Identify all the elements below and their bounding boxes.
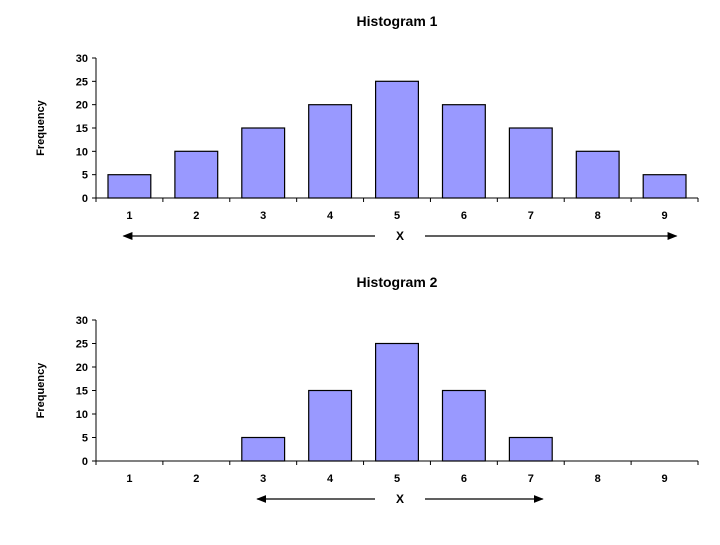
y-tick-label: 20 (76, 362, 88, 374)
y-tick-label: 10 (76, 146, 88, 158)
histogram-1: Histogram 1 Frequency 0 5 10 15 20 25 30 1 2 3 4 5 6 7 8… (35, 13, 699, 243)
x-tick-label: 8 (595, 210, 601, 222)
x-tick-label: 2 (193, 473, 199, 485)
x-tick-label: 4 (327, 210, 334, 222)
bar-3 (241, 436, 286, 462)
x-tick-label: 8 (595, 473, 601, 485)
x-tick-label: 1 (126, 210, 132, 222)
x-tick-label: 3 (260, 210, 266, 222)
bar-7 (508, 436, 553, 462)
chart-title: Histogram 2 (357, 274, 438, 290)
y-tick-label: 25 (76, 76, 88, 88)
x-tick-label: 5 (394, 210, 400, 222)
chart-title: Histogram 1 (357, 13, 438, 29)
bar-9 (642, 174, 687, 199)
y-tick-label: 25 (76, 339, 88, 351)
y-tick-label: 5 (82, 170, 88, 182)
x-tick-label: 5 (394, 473, 400, 485)
x-tick-label: 3 (260, 473, 266, 485)
y-tick-label: 10 (76, 409, 88, 421)
bar-2 (174, 150, 219, 199)
bar-4 (308, 389, 353, 462)
x-tick-label: 6 (461, 210, 467, 222)
y-tick-label: 5 (82, 433, 88, 445)
bar-4 (308, 104, 353, 199)
y-tick-label: 0 (82, 456, 88, 468)
x-tick-label: 6 (461, 473, 467, 485)
x-tick-label: 9 (661, 210, 667, 222)
x-tick-label: 2 (193, 210, 199, 222)
y-tick-label: 0 (82, 193, 88, 205)
y-axis-label: Frequency (35, 99, 47, 156)
x-axis-label: X (396, 229, 404, 243)
bar-1 (107, 174, 152, 199)
bar-3 (241, 127, 286, 199)
y-tick-label: 15 (76, 386, 88, 398)
x-tick-label: 7 (528, 473, 534, 485)
histogram-2: Histogram 2 Frequency 0 5 10 15 20 25 30 1 2 3 4 5 6 7 8… (35, 274, 699, 506)
x-tick-label: 4 (327, 473, 334, 485)
y-tick-label: 30 (76, 315, 88, 327)
bar-6 (441, 104, 486, 199)
y-axis-label: Frequency (35, 362, 47, 419)
x-tick-label: 9 (661, 473, 667, 485)
x-tick-label: 7 (528, 210, 534, 222)
x-axis-label: X (396, 492, 404, 506)
bar-5 (375, 80, 420, 199)
y-tick-label: 15 (76, 123, 88, 135)
y-tick-label: 30 (76, 53, 88, 65)
bar-8 (575, 150, 620, 199)
y-tick-label: 20 (76, 100, 88, 112)
x-tick-label: 1 (126, 473, 132, 485)
bar-7 (508, 127, 553, 199)
bar-5 (375, 342, 420, 462)
bar-6 (441, 389, 486, 462)
